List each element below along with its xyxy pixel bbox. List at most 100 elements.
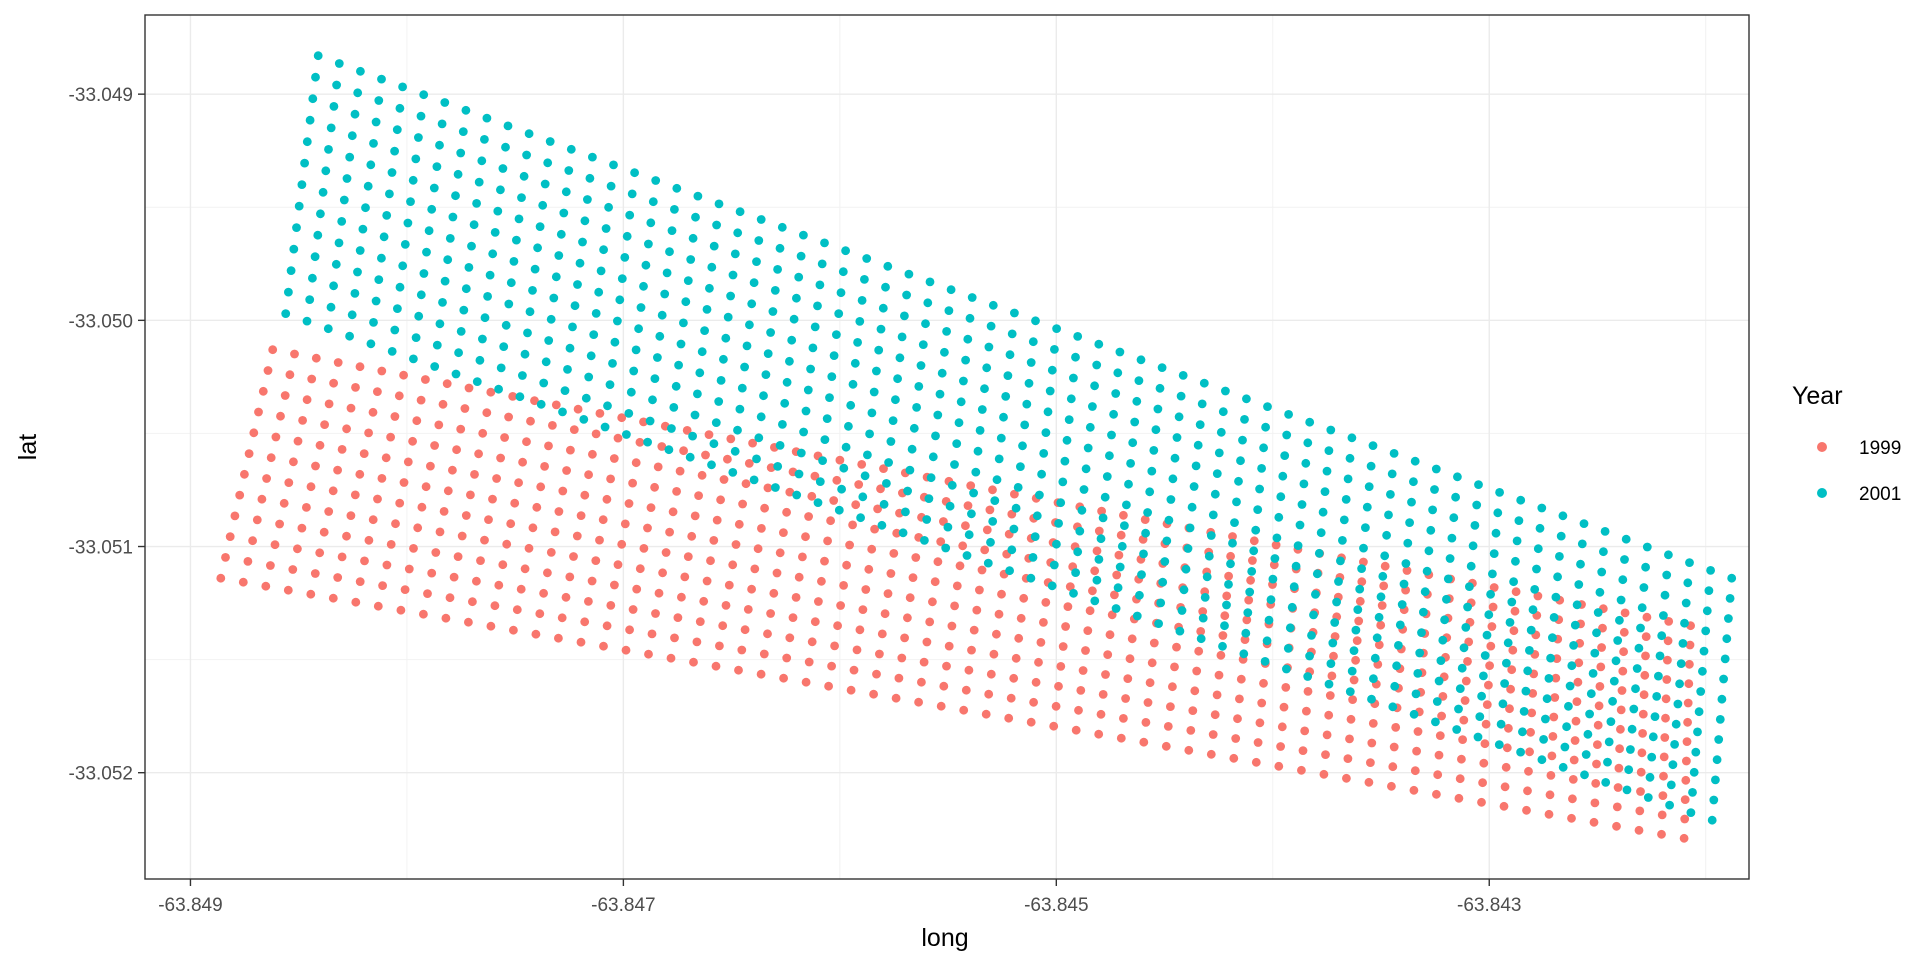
data-point — [1604, 737, 1614, 747]
data-point — [1620, 555, 1629, 564]
data-point — [1284, 410, 1293, 419]
data-point — [371, 296, 381, 306]
data-point — [1367, 694, 1376, 704]
data-point — [869, 387, 879, 397]
data-point — [1407, 497, 1416, 507]
data-point — [311, 72, 320, 82]
data-point — [1020, 420, 1030, 430]
data-point — [701, 450, 710, 460]
data-point — [432, 162, 442, 172]
data-point — [1683, 578, 1693, 588]
data-point — [1401, 559, 1411, 568]
data-point — [1437, 711, 1446, 721]
data-point — [1461, 676, 1471, 686]
data-point — [723, 454, 732, 464]
data-point — [792, 293, 801, 303]
data-point — [704, 430, 714, 439]
data-point — [1154, 619, 1163, 628]
data-point — [499, 342, 509, 351]
data-point — [400, 585, 410, 594]
data-point — [379, 232, 389, 242]
data-point — [661, 548, 671, 557]
data-point — [1160, 557, 1170, 566]
data-point — [414, 311, 424, 321]
data-point — [882, 479, 891, 488]
data-point — [712, 220, 721, 230]
data-point — [967, 509, 976, 519]
data-point — [576, 637, 586, 647]
grid-minor — [145, 15, 1749, 879]
data-point — [861, 585, 871, 594]
data-point — [1430, 485, 1439, 494]
data-point — [892, 528, 902, 538]
data-point — [532, 502, 542, 512]
data-point — [883, 261, 893, 271]
data-point — [1170, 662, 1179, 672]
data-point — [1177, 606, 1187, 615]
data-point — [1230, 518, 1239, 527]
data-point — [1028, 553, 1038, 562]
data-point — [1636, 623, 1645, 633]
data-point — [584, 372, 594, 382]
data-point — [1075, 526, 1085, 536]
data-point — [693, 191, 703, 201]
data-point — [1242, 615, 1252, 625]
data-point — [512, 235, 521, 245]
data-point — [622, 231, 632, 241]
data-point — [1007, 329, 1017, 339]
x-axis-title: long — [921, 924, 968, 952]
data-point — [1583, 729, 1593, 739]
data-point — [423, 589, 432, 598]
data-point — [1155, 383, 1165, 393]
data-point — [711, 418, 721, 427]
data-point — [1391, 723, 1401, 732]
data-point — [844, 421, 853, 431]
data-point — [1579, 519, 1589, 528]
data-point — [889, 549, 899, 558]
data-point — [625, 625, 634, 635]
data-point — [516, 584, 526, 594]
data-point — [959, 705, 969, 715]
data-point — [248, 536, 257, 546]
data-point — [1176, 391, 1186, 401]
data-point — [502, 539, 512, 549]
data-point — [1663, 636, 1673, 646]
data-point — [1571, 716, 1581, 726]
data-point — [602, 494, 612, 504]
data-point — [1184, 745, 1194, 755]
data-point — [1083, 626, 1093, 635]
data-point — [1479, 758, 1489, 768]
data-point — [907, 444, 917, 454]
data-point — [730, 446, 740, 456]
data-point — [1475, 712, 1485, 721]
data-point — [1321, 750, 1330, 759]
data-point — [1026, 358, 1036, 367]
data-point — [1054, 519, 1063, 528]
data-point — [1434, 676, 1444, 686]
data-point — [1724, 614, 1733, 623]
data-point — [1380, 551, 1390, 561]
data-point — [297, 180, 307, 190]
data-point — [350, 109, 360, 119]
data-point — [480, 535, 489, 545]
data-point — [1564, 701, 1573, 711]
x-tick-label: -63.847 — [591, 895, 655, 916]
data-point — [1452, 725, 1462, 734]
data-point — [1309, 610, 1318, 620]
data-point — [874, 345, 884, 355]
data-point — [679, 446, 688, 456]
data-point — [440, 98, 450, 107]
data-point — [1122, 500, 1131, 510]
data-point — [411, 333, 421, 342]
data-point — [1560, 742, 1570, 752]
data-point — [313, 230, 323, 240]
data-point — [820, 435, 830, 444]
data-point — [1011, 503, 1021, 513]
data-point — [501, 142, 510, 152]
data-point — [1242, 394, 1251, 404]
data-point — [1485, 661, 1494, 670]
data-point — [962, 551, 972, 560]
data-point — [905, 465, 915, 475]
data-point — [488, 494, 497, 504]
data-point — [672, 183, 682, 193]
